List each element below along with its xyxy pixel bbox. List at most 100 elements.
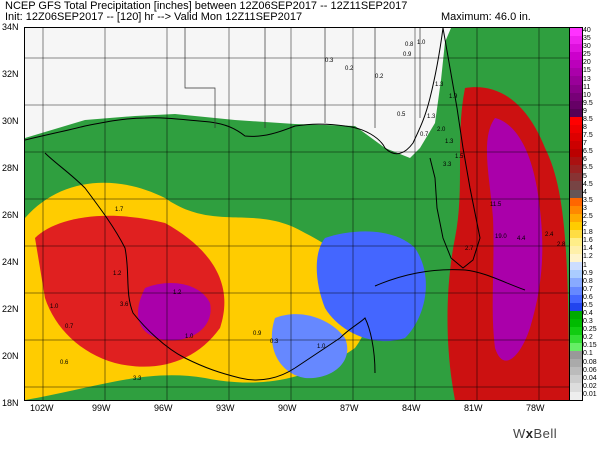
colorbar-tick-label: 13 [583, 75, 591, 83]
colorbar-swatch [570, 326, 582, 335]
colorbar-swatch [570, 238, 582, 247]
value-label: 0.6 [60, 360, 69, 366]
value-label: 0.7 [420, 132, 429, 138]
colorbar-tick-label: 5.5 [583, 164, 593, 172]
colorbar-tick-label: 9.5 [583, 99, 593, 107]
colorbar-tick-label: 0.04 [583, 374, 597, 382]
colorbar-tick-label: 0.4 [583, 310, 593, 318]
colorbar-tick-label: 1.8 [583, 229, 593, 237]
value-label: 2.8 [557, 242, 566, 248]
lat-label: 34N [2, 22, 19, 32]
logo-part: Bell [533, 426, 558, 441]
lon-label: 78W [526, 403, 545, 413]
colorbar-swatch [570, 343, 582, 352]
colorbar-swatch [570, 278, 582, 287]
colorbar-swatch [570, 100, 582, 109]
value-label: 0.7 [65, 324, 74, 330]
colorbar-tick-label: 1.2 [583, 253, 593, 261]
colorbar-tick-label: 7 [583, 140, 587, 148]
lon-label: 102W [30, 403, 54, 413]
value-label: 0.5 [397, 112, 406, 118]
colorbar-swatch [570, 286, 582, 295]
colorbar-swatch [570, 76, 582, 85]
colorbar-tick-label: 6.5 [583, 148, 593, 156]
colorbar-swatch [570, 262, 582, 271]
value-label: 0.8 [405, 42, 414, 48]
colorbar-swatch [570, 133, 582, 142]
colorbar-swatch [570, 383, 582, 392]
value-label: 1.3 [445, 139, 454, 145]
lon-label: 81W [464, 403, 483, 413]
value-label: 2.4 [545, 232, 554, 238]
colorbar-swatch [570, 254, 582, 263]
precipitation-map: 0.8 1.0 0.9 0.3 0.2 0.2 1.3 1.9 0.5 1.3 … [24, 27, 570, 401]
value-label: 1.5 [455, 154, 464, 160]
colorbar-swatch [570, 359, 582, 368]
colorbar-tick-label: 0.25 [583, 326, 597, 334]
colorbar-tick-label: 1.4 [583, 245, 593, 253]
colorbar-swatch [570, 173, 582, 182]
map-title: NCEP GFS Total Precipitation [inches] be… [5, 0, 408, 12]
colorbar-swatch [570, 92, 582, 101]
colorbar-tick-label: 3.5 [583, 196, 593, 204]
colorbar-labels: 40 35 30 25 20 15 13 11 10 9.5 9 8.5 8 7.5 7 6.5 6 5.5 5 4.… [583, 27, 600, 399]
lat-label: 24N [2, 257, 19, 267]
colorbar-tick-label: 11 [583, 83, 591, 91]
value-label: 1.9 [449, 94, 458, 100]
colorbar-tick-label: 4.5 [583, 180, 593, 188]
colorbar-swatch [570, 197, 582, 206]
colorbar-tick-label: 8.5 [583, 115, 593, 123]
lat-label: 28N [2, 163, 19, 173]
colorbar-tick-label: 2.5 [583, 213, 593, 220]
colorbar-tick-label: 0.08 [583, 358, 597, 366]
colorbar-tick-label: 8 [583, 124, 587, 132]
value-annotations: 0.8 1.0 0.9 0.3 0.2 0.2 1.3 1.9 0.5 1.3 … [50, 40, 566, 382]
lat-label: 32N [2, 69, 19, 79]
value-label: 19.0 [495, 234, 507, 240]
colorbar-swatch [570, 351, 582, 360]
lon-label: 87W [340, 403, 359, 413]
value-label: 1.0 [417, 40, 426, 46]
colorbar-swatch [570, 68, 582, 77]
colorbar-tick-label: 6 [583, 156, 587, 164]
colorbar-swatch [570, 270, 582, 279]
colorbar-tick-label: 0.5 [583, 301, 593, 309]
value-label: 1.3 [427, 114, 436, 120]
florida-coastline [429, 28, 481, 269]
colorbar-swatch [570, 367, 582, 376]
colorbar-tick-label: 0.1 [583, 350, 593, 358]
value-label: 1.0 [185, 334, 194, 340]
colorbar-tick-label: 5 [583, 172, 587, 180]
colorbar-tick-label: 0.8 [583, 277, 593, 285]
colorbar-swatch [570, 246, 582, 255]
precipitation-map-svg: 0.8 1.0 0.9 0.3 0.2 0.2 1.3 1.9 0.5 1.3 … [25, 28, 569, 400]
value-label: 3.3 [133, 376, 142, 382]
blue-precip-region [316, 231, 426, 342]
colorbar-swatch [570, 334, 582, 344]
colorbar-tick-label: 1 [583, 261, 587, 269]
value-label: 2.0 [437, 127, 446, 133]
value-label: 1.3 [435, 82, 444, 88]
colorbar-swatch [570, 108, 582, 117]
colorbar-tick-label: 0.3 [583, 318, 593, 326]
colorbar-tick-label: 10 [583, 91, 591, 99]
value-label: 11.5 [490, 202, 502, 208]
value-label: 4.4 [517, 236, 526, 242]
logo-part: x [525, 426, 534, 441]
lat-label: 18N [2, 398, 19, 408]
map-header: NCEP GFS Total Precipitation [inches] be… [0, 0, 600, 24]
colorbar-tick-label: 15 [583, 67, 591, 75]
colorbar-swatch [570, 124, 582, 134]
value-label: 0.2 [375, 74, 384, 80]
cuba-coastline [374, 269, 526, 291]
colorbar-tick-label: 0.02 [583, 382, 597, 390]
value-label: 0.3 [325, 58, 334, 64]
colorbar-swatch [570, 28, 582, 37]
colorbar-tick-label: 7.5 [583, 132, 593, 140]
map-subtitle: Init: 12Z06SEP2017 -- [120] hr --> Valid… [5, 11, 303, 23]
colorbar-swatch [570, 205, 582, 214]
lon-label: 99W [92, 403, 111, 413]
lon-label: 93W [216, 403, 235, 413]
colorbar-tick-label: 0.6 [583, 293, 593, 301]
value-label: 1.2 [113, 271, 122, 277]
